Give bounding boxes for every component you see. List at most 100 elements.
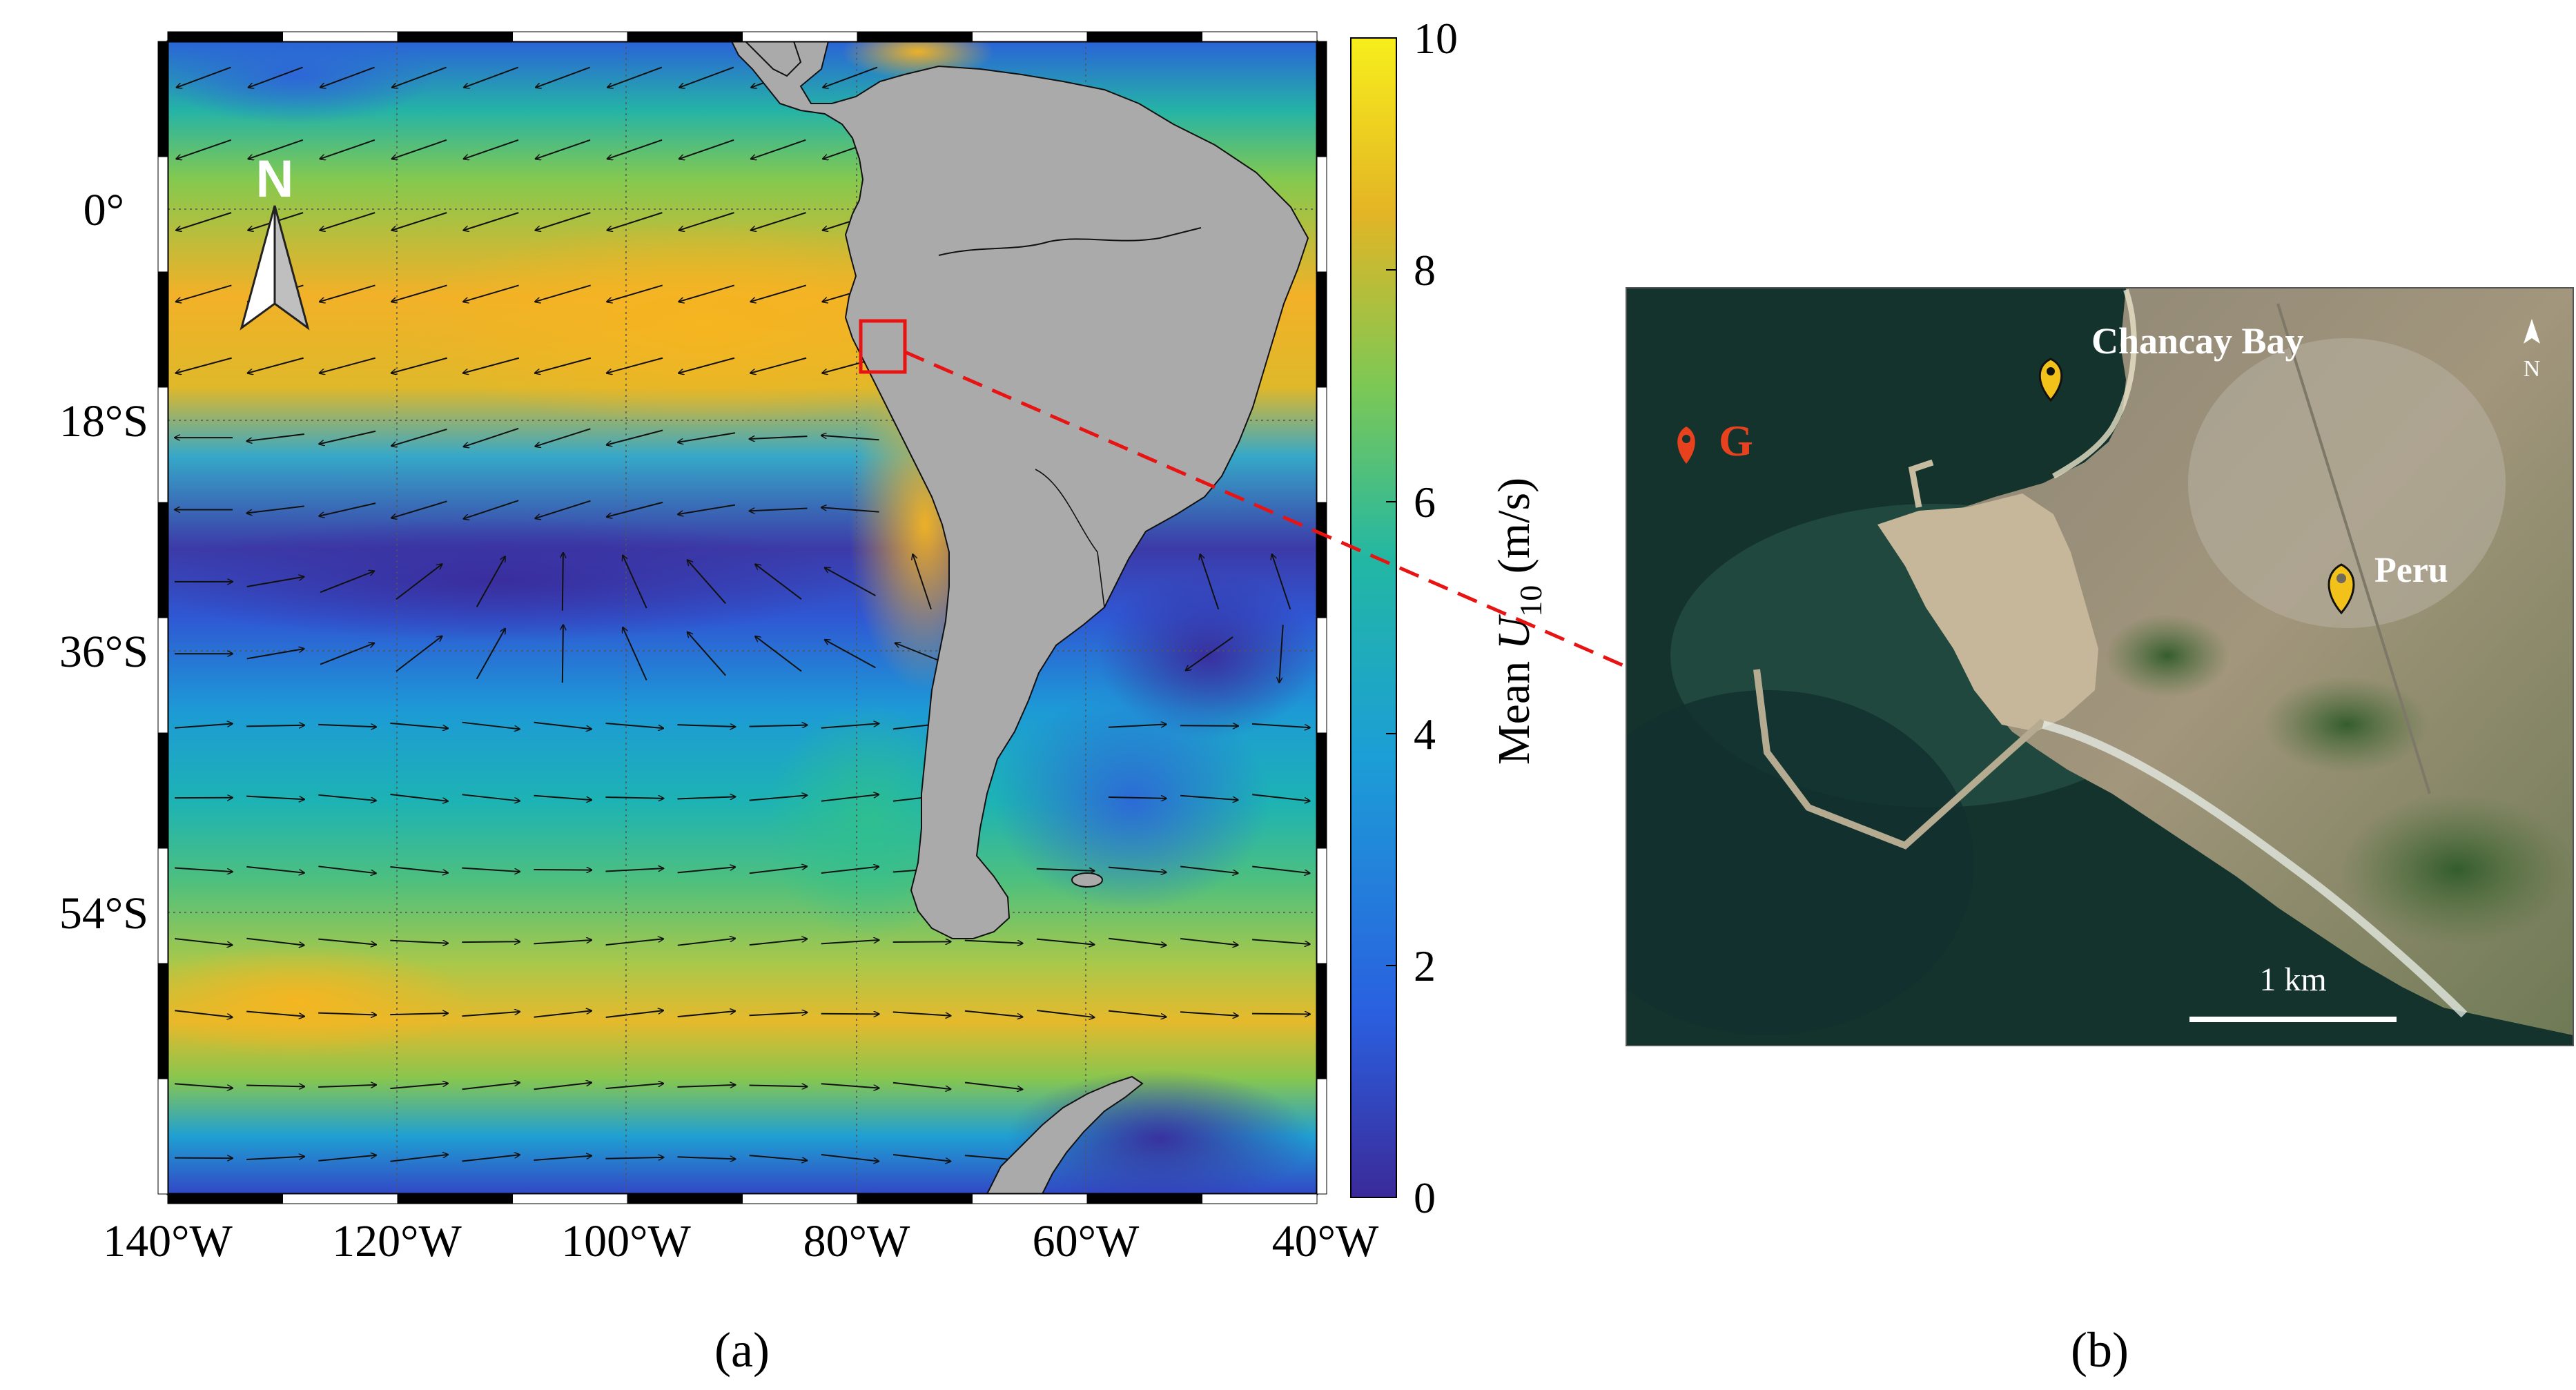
wind-vector [687, 632, 726, 676]
wind-vector [607, 66, 663, 88]
wind-vector [678, 504, 736, 515]
wind-vector [677, 725, 735, 727]
wind-vector [678, 432, 736, 442]
wind-vector [392, 66, 447, 88]
wind-vector [1251, 723, 1310, 727]
wind-vector [687, 560, 726, 604]
peru-marker[interactable]: Peru [2328, 551, 2448, 615]
colorbar-label-var: U [1489, 614, 1539, 649]
wind-vector [821, 1153, 879, 1162]
frame-tick [282, 31, 398, 42]
wind-vector [534, 1010, 592, 1018]
wind-vector [679, 139, 734, 159]
wind-vector [320, 212, 375, 231]
wind-vector [749, 795, 808, 801]
wind-vector [821, 1083, 879, 1088]
frame-tick [1202, 31, 1318, 42]
wind-vector [246, 725, 304, 727]
wind-vector [679, 212, 734, 231]
colorbar-tick-4: 4 [1414, 709, 1436, 758]
wind-vector [536, 139, 591, 159]
wind-vector [175, 1010, 232, 1017]
wind-vector [463, 427, 519, 447]
wind-vector [605, 722, 664, 728]
wind-vector [390, 722, 448, 728]
frame-tick [1316, 1078, 1327, 1195]
wind-vector [246, 649, 304, 660]
wind-vector [749, 866, 807, 874]
colorbar-label-sub: 10 [1513, 585, 1548, 617]
study-area-highlight-box[interactable] [859, 319, 907, 374]
wind-vector [1180, 1011, 1238, 1016]
location-pin-icon [2038, 358, 2063, 402]
wind-vector [318, 794, 376, 801]
north-arrow: N [240, 150, 310, 331]
wind-vector [755, 564, 802, 600]
chancay-bay-marker[interactable]: Chancay Bay [2038, 320, 2304, 402]
wind-vector [821, 1014, 879, 1015]
wind-vector [462, 1012, 520, 1017]
wind-vector [750, 435, 808, 439]
wind-vector [534, 940, 592, 945]
wind-vector [246, 433, 304, 441]
frame-tick [157, 271, 168, 388]
wind-vector [535, 500, 591, 518]
frame-tick [1316, 617, 1327, 734]
colorbar-tick-8: 8 [1414, 246, 1436, 295]
wind-vector [390, 1084, 448, 1090]
wind-vector [535, 357, 592, 373]
wind-vector [391, 429, 447, 446]
wind-vector [246, 937, 304, 946]
colorbar-gradient [1350, 37, 1397, 1198]
frame-tick [512, 1193, 628, 1204]
wind-vector [534, 794, 592, 800]
lat-label-18s: 18°S [59, 396, 148, 447]
wind-vector [535, 212, 591, 231]
frame-tick [972, 1193, 1088, 1204]
wind-vector [320, 66, 375, 88]
wind-vector [318, 938, 376, 945]
lon-label-80w: 80°W [803, 1216, 910, 1266]
wind-vector [246, 1086, 304, 1087]
surf-line [2042, 721, 2468, 1018]
wind-vector [463, 357, 520, 373]
wind-vector [1252, 794, 1309, 801]
wind-vector [318, 1013, 376, 1015]
wind-vector [396, 636, 442, 672]
north-arrow-label: N [256, 150, 294, 208]
wind-vector [464, 66, 519, 88]
wind-vector [246, 577, 304, 587]
lon-label-100w: 100°W [561, 1216, 691, 1266]
wind-vector [176, 212, 232, 231]
wind-vector [679, 284, 735, 302]
wind-vector [246, 865, 304, 873]
wind-vector [463, 212, 519, 231]
wind-vector [605, 1157, 663, 1159]
wind-vector [755, 636, 802, 672]
wind-vector [607, 212, 663, 231]
frame-tick [627, 1193, 743, 1204]
chancay-bay-label: Chancay Bay [2091, 320, 2304, 362]
wind-vector [392, 139, 447, 159]
frame-tick [397, 31, 513, 42]
wind-vector [320, 643, 374, 665]
wind-vector [1108, 724, 1167, 728]
wind-vector [1252, 865, 1309, 873]
wind-vector [607, 284, 663, 302]
frame-tick [1316, 386, 1327, 503]
wind-vector [177, 66, 231, 88]
wind-vector [607, 357, 663, 373]
wind-vector [175, 1083, 233, 1088]
wind-vector [175, 357, 232, 373]
frame-tick [157, 732, 168, 849]
south-america-landmass [730, 41, 1309, 1194]
wind-vector [536, 66, 591, 88]
g-marker[interactable]: G [1677, 416, 1753, 465]
wind-vector [821, 867, 879, 874]
latitude-labels: 0° 18°S 36°S 54°S [59, 185, 148, 939]
high-wind-zone [407, 221, 1001, 428]
wind-vector [605, 868, 663, 872]
wind-vector [677, 796, 735, 799]
wind-vector [462, 941, 520, 942]
